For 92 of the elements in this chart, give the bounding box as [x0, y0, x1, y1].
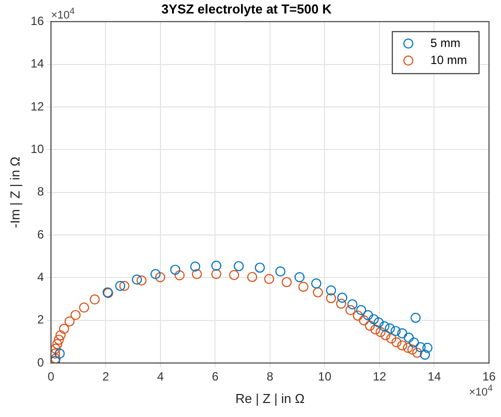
point	[312, 287, 323, 298]
point	[352, 310, 363, 321]
point	[356, 305, 366, 316]
point	[52, 338, 62, 350]
legend-label: 10 mm	[430, 52, 468, 67]
point	[376, 327, 386, 338]
point	[79, 302, 90, 313]
point	[282, 277, 292, 288]
point	[374, 317, 384, 328]
point	[192, 268, 202, 280]
point	[336, 298, 346, 309]
point	[364, 320, 375, 331]
point	[50, 348, 60, 359]
y-tick-label: 8	[37, 184, 44, 199]
point	[64, 316, 75, 326]
point	[416, 342, 426, 352]
point	[211, 260, 222, 271]
x-tick-label: 0	[48, 370, 55, 384]
point	[190, 262, 200, 272]
point	[170, 264, 180, 275]
point	[132, 274, 142, 285]
point	[326, 285, 336, 296]
y-tick-label: 0	[37, 355, 44, 370]
point	[408, 337, 420, 348]
text: ×10$^{4}$	[469, 383, 493, 399]
point	[391, 337, 402, 348]
point	[420, 350, 430, 360]
point	[402, 342, 414, 353]
x-tick-label: 2	[102, 370, 110, 384]
x-tick-label: 8	[266, 370, 274, 384]
point	[54, 348, 65, 359]
point	[370, 324, 380, 335]
point	[379, 321, 390, 332]
point	[404, 332, 414, 343]
point	[326, 293, 336, 304]
point	[422, 342, 432, 353]
x-tick-label: 14	[428, 370, 442, 384]
point	[311, 278, 322, 288]
point	[247, 272, 258, 282]
point	[384, 323, 395, 334]
point	[368, 314, 379, 324]
point	[298, 282, 308, 292]
point	[211, 268, 222, 280]
point	[264, 274, 274, 284]
y-tick-label: 4	[37, 270, 44, 284]
x-tick-label: 12	[372, 370, 386, 384]
y-tick-label: 6	[37, 227, 44, 242]
point	[254, 262, 265, 273]
point	[412, 348, 422, 358]
point	[407, 344, 418, 355]
point	[234, 261, 244, 272]
point	[380, 330, 391, 340]
text: ×10$^{4}$	[50, 6, 75, 22]
legend-label: 5 mm	[430, 36, 460, 50]
point	[347, 299, 358, 310]
point	[362, 310, 374, 320]
point	[155, 272, 166, 282]
y-tick-label: 16	[30, 14, 44, 28]
point	[337, 292, 348, 303]
point	[345, 305, 356, 316]
x-axis-title: Re | Z | in Ω	[235, 390, 305, 406]
point	[294, 272, 305, 282]
y-tick-label: 14	[30, 56, 44, 71]
point	[90, 294, 100, 304]
y-tick-label: 2	[37, 312, 44, 327]
point	[150, 268, 161, 280]
point	[386, 333, 396, 344]
point	[70, 310, 81, 320]
point	[115, 280, 126, 292]
point	[59, 324, 70, 334]
x-tick-label: 6	[212, 370, 219, 384]
x-tick-label: 10	[318, 370, 332, 384]
point	[229, 270, 240, 280]
point	[119, 280, 130, 292]
y-tick-label: 10	[30, 142, 44, 156]
point	[174, 270, 185, 280]
point	[50, 344, 61, 354]
point	[136, 275, 147, 286]
point	[54, 334, 64, 345]
x-tick-label: 4	[157, 370, 164, 384]
point	[50, 353, 61, 363]
point	[55, 330, 66, 340]
point	[275, 266, 286, 277]
point	[358, 315, 369, 326]
point	[397, 340, 408, 351]
point	[390, 326, 401, 336]
y-axis-title: -Im | Z | in Ω	[7, 156, 22, 228]
point	[410, 312, 421, 323]
x-tick-label: 16	[482, 370, 496, 384]
y-tick-label: 12	[30, 99, 44, 114]
chart-title: 3YSZ electrolyte at T=500 K	[161, 1, 332, 16]
point	[397, 328, 408, 338]
